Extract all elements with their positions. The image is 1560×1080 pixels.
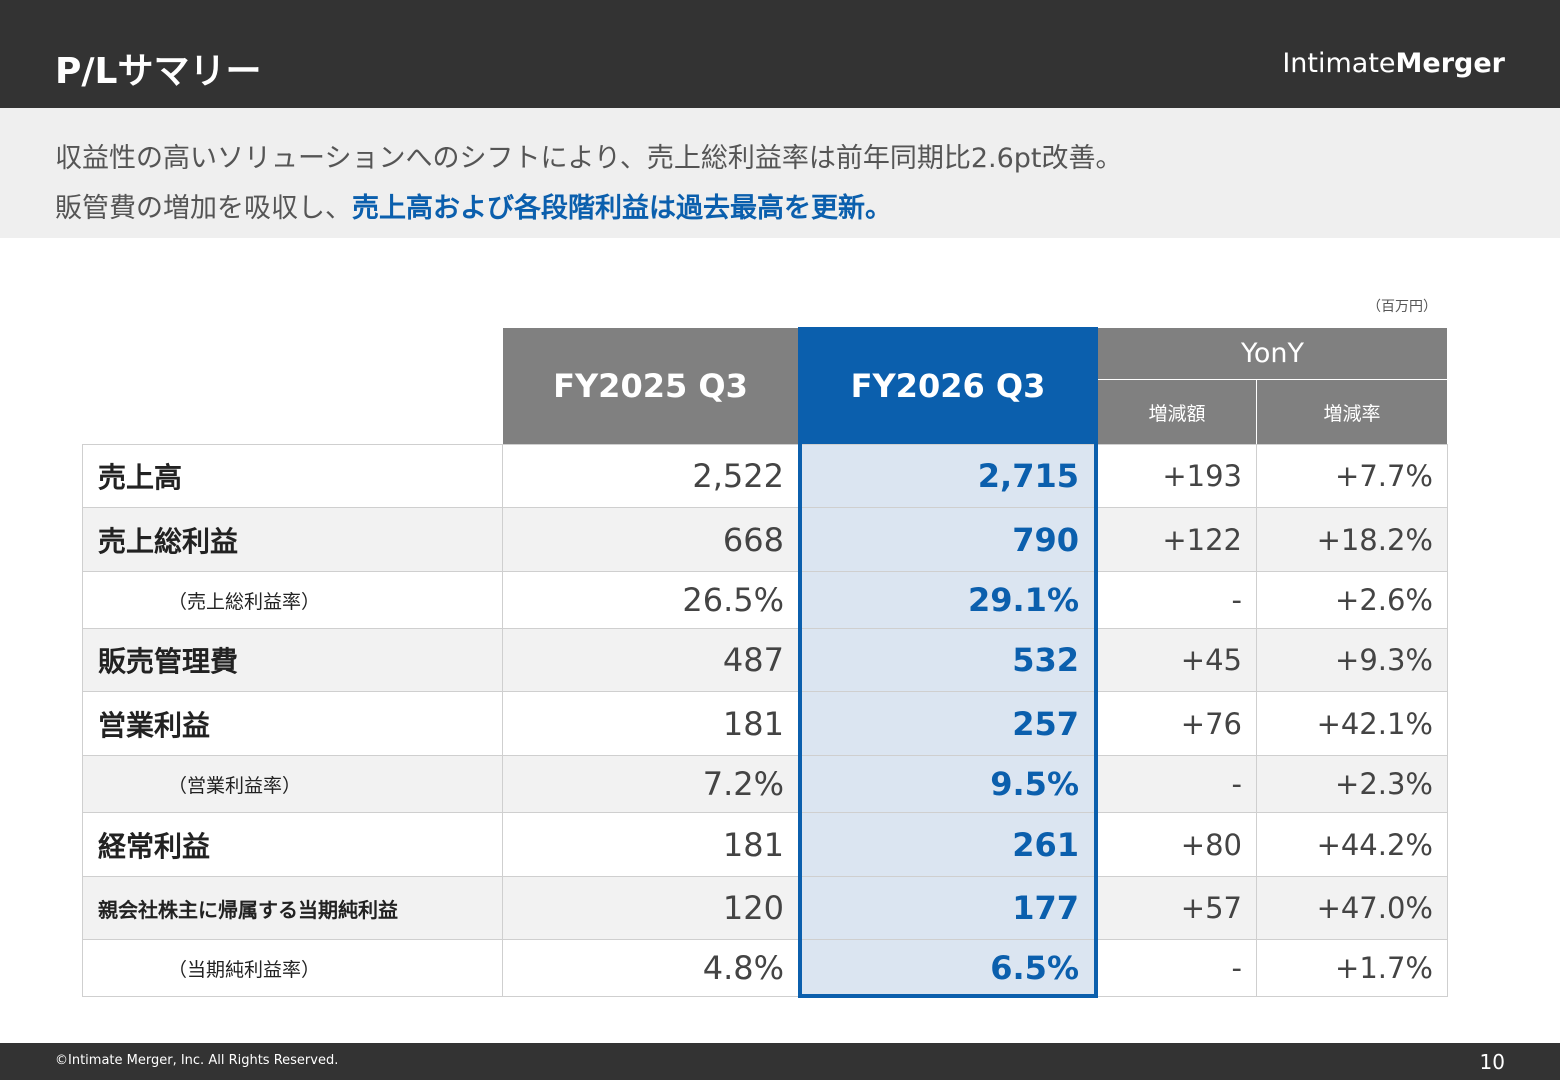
row-label: （売上総利益率） [82,571,503,629]
highlight-frame [798,327,1098,998]
value-cell: +42.1% [1256,691,1448,756]
value-cell: 668 [502,507,799,572]
value-cell: 2,522 [502,444,799,508]
value-cell: 261 [798,812,1098,877]
value-cell: +76 [1097,691,1257,756]
summary-line: 販管費の増加を吸収し、売上高および各段階利益は過去最高を更新。 [55,186,892,225]
summary-text: 販管費の増加を吸収し、 [55,193,352,224]
value-cell: - [1097,939,1257,997]
unit-label: （百万円） [1367,299,1437,315]
logo-regular: Intimate [1282,48,1396,79]
title: P/Lサマリー [55,51,262,92]
page-number: 10 [1479,1050,1505,1074]
row-label: （当期純利益率） [82,939,503,997]
value-cell: 7.2% [502,755,799,813]
value-cell: 257 [798,691,1098,756]
value-cell: 120 [502,876,799,940]
value-cell: +7.7% [1256,444,1448,508]
row-label: 親会社株主に帰属する当期純利益 [82,876,503,940]
value-cell: +2.6% [1256,571,1448,629]
value-cell: +80 [1097,812,1257,877]
value-cell: 181 [502,691,799,756]
logo: IntimateMerger [1282,48,1505,79]
value-cell: 177 [798,876,1098,940]
footer-bar [0,1043,1560,1080]
summary-line: 収益性の高いソリューションへのシフトにより、売上総利益率は前年同期比2.6pt改… [55,143,1123,174]
row-label: 売上総利益 [82,507,503,572]
column-header: FY2025 Q3 [502,327,799,445]
row-label: 営業利益 [82,691,503,756]
sub-header: 増減率 [1256,379,1448,445]
value-cell: +2.3% [1256,755,1448,813]
value-cell: 2,715 [798,444,1098,508]
logo-bold: Merger [1395,48,1505,79]
value-cell: +57 [1097,876,1257,940]
header-bar [0,0,1560,108]
sub-header: 増減額 [1097,379,1257,445]
value-cell: 181 [502,812,799,877]
value-cell: +193 [1097,444,1257,508]
value-cell: +45 [1097,628,1257,692]
value-cell: +1.7% [1256,939,1448,997]
copyright: ©Intimate Merger, Inc. All Rights Reserv… [55,1053,339,1068]
value-cell: 26.5% [502,571,799,629]
row-label: 売上高 [82,444,503,508]
value-cell: 29.1% [798,571,1098,629]
value-cell: 4.8% [502,939,799,997]
row-label: （営業利益率） [82,755,503,813]
value-cell: - [1097,571,1257,629]
group-header: YonY [1097,327,1448,380]
row-label: 経常利益 [82,812,503,877]
value-cell: - [1097,755,1257,813]
value-cell: 487 [502,628,799,692]
value-cell: +122 [1097,507,1257,572]
value-cell: +44.2% [1256,812,1448,877]
summary-highlight: 売上高および各段階利益は過去最高を更新。 [352,193,892,224]
value-cell: +18.2% [1256,507,1448,572]
value-cell: +9.3% [1256,628,1448,692]
summary-band [0,108,1560,238]
value-cell: +47.0% [1256,876,1448,940]
value-cell: 9.5% [798,755,1098,813]
row-label: 販売管理費 [82,628,503,692]
